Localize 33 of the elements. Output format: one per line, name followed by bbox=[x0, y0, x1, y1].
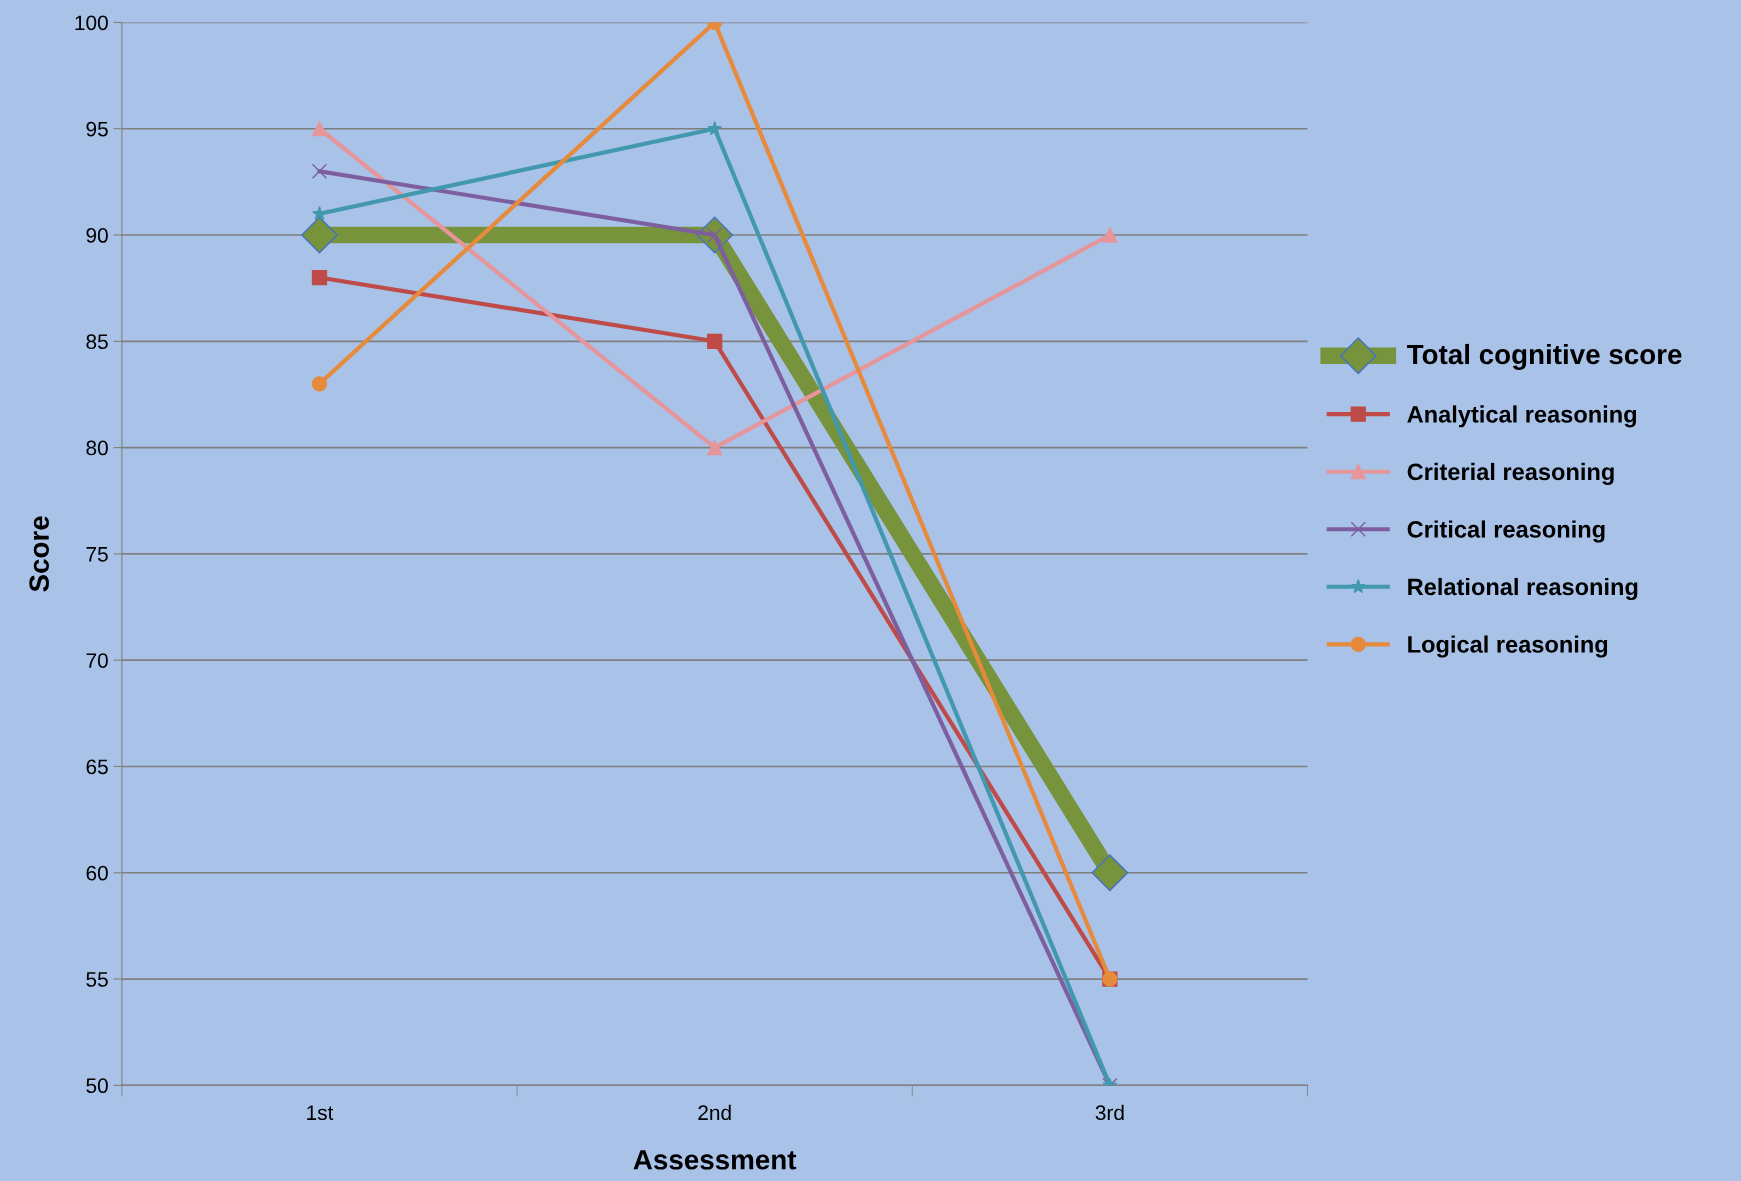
y-tick-label: 70 bbox=[86, 653, 108, 668]
x-tick-label: 1st bbox=[307, 1105, 334, 1121]
x-tick-label: 2nd bbox=[698, 1104, 731, 1121]
y-tick-label: 80 bbox=[86, 440, 108, 456]
point bbox=[312, 206, 327, 221]
y-axis-title: Score bbox=[29, 516, 49, 592]
legend-label: Total cognitive score bbox=[1406, 343, 1682, 370]
point bbox=[1102, 227, 1118, 243]
x-axis-title: Assessment bbox=[633, 1150, 797, 1170]
legend-label: Criterial reasoning bbox=[1407, 462, 1614, 485]
y-tick-label: 75 bbox=[86, 547, 108, 562]
legend-label: Logical reasoning bbox=[1408, 635, 1608, 658]
point bbox=[311, 269, 328, 286]
y-tick-label: 50 bbox=[86, 1078, 108, 1094]
x-tick-label: 3rd bbox=[1095, 1104, 1124, 1121]
point bbox=[311, 121, 328, 137]
point bbox=[1091, 854, 1129, 892]
y-tick-label: 85 bbox=[86, 334, 108, 350]
legend-label: Analytical reasoning bbox=[1407, 405, 1637, 428]
point bbox=[707, 333, 723, 349]
y-tick-label: 90 bbox=[86, 228, 108, 243]
legend-label: Critical reasoning bbox=[1407, 520, 1605, 543]
point bbox=[707, 439, 723, 456]
point bbox=[301, 216, 338, 254]
y-tick-label: 100 bbox=[75, 15, 108, 31]
y-tick-label: 60 bbox=[86, 865, 108, 881]
y-tick-label: 95 bbox=[86, 121, 108, 137]
legend-label: Relational reasoning bbox=[1408, 577, 1638, 601]
y-tick-label: 65 bbox=[86, 759, 108, 775]
point bbox=[707, 121, 722, 136]
y-tick-label: 55 bbox=[86, 972, 108, 987]
point bbox=[311, 376, 328, 392]
point bbox=[311, 163, 328, 179]
